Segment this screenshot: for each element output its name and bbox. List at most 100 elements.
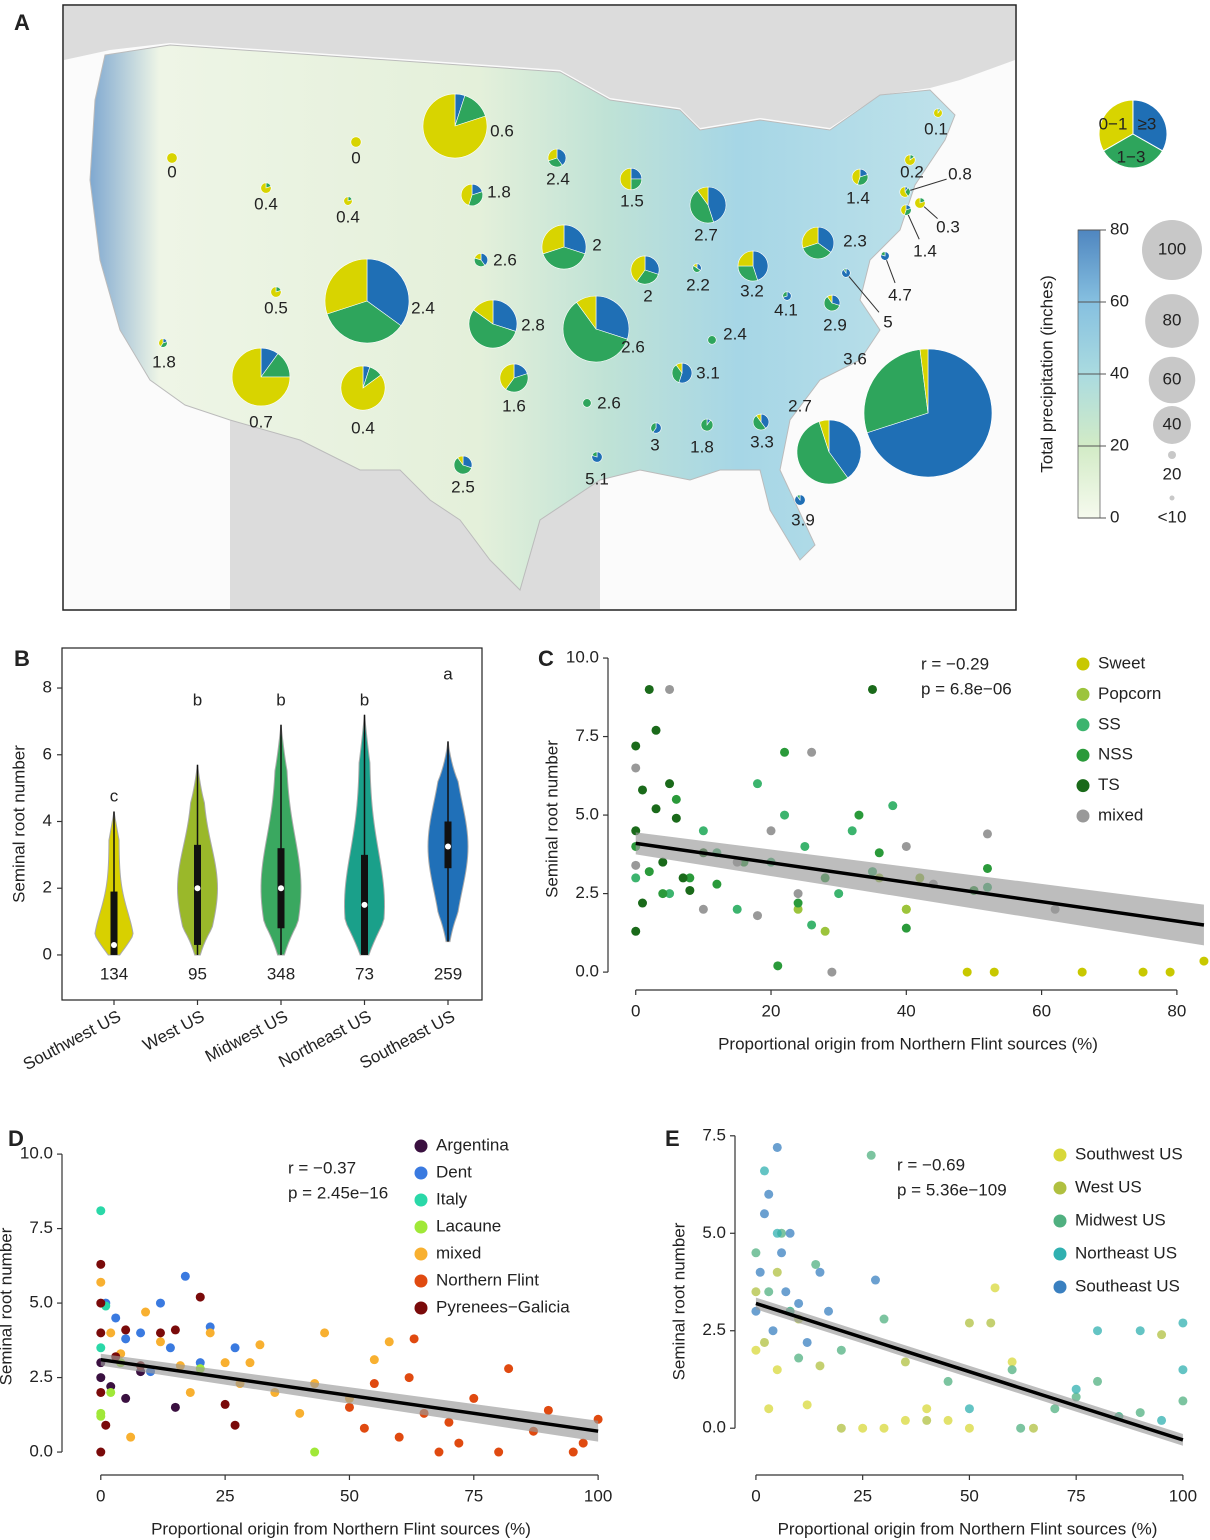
point: [901, 1416, 910, 1425]
point: [96, 1448, 105, 1457]
point: [712, 880, 721, 889]
y-axis-title: Seminal root number: [0, 1227, 15, 1385]
point: [769, 1326, 778, 1335]
n-label: 134: [100, 964, 128, 983]
point: [1166, 968, 1175, 977]
median: [445, 844, 451, 850]
point: [96, 1260, 105, 1269]
point: [405, 1373, 414, 1382]
point: [171, 1325, 180, 1334]
pie-label: 3.3: [750, 432, 774, 451]
point: [811, 1260, 820, 1269]
legend-marker: [1077, 749, 1090, 762]
size-legend-label: 60: [1163, 369, 1182, 388]
x-tick-label: West US: [140, 1007, 208, 1055]
x-tick-label: 100: [584, 1486, 612, 1505]
point: [773, 961, 782, 970]
point: [944, 1377, 953, 1386]
pie-label: 1.4: [913, 241, 937, 260]
point: [652, 726, 661, 735]
point: [983, 864, 992, 873]
legend-pie-label: 1−3: [1117, 147, 1146, 166]
point: [760, 1338, 769, 1347]
stat-text: p = 6.8e−06: [921, 679, 1012, 698]
pie-label: 4.1: [774, 300, 798, 319]
point: [1016, 1424, 1025, 1433]
legend-marker: [1054, 1281, 1067, 1294]
point: [370, 1355, 379, 1364]
y-tick-label: 5.0: [29, 1293, 53, 1312]
point: [965, 1404, 974, 1413]
point: [965, 1318, 974, 1327]
point: [1093, 1377, 1102, 1386]
point: [868, 685, 877, 694]
point: [1008, 1365, 1017, 1374]
point: [902, 842, 911, 851]
size-legend-label: <10: [1158, 507, 1187, 526]
point: [983, 829, 992, 838]
colorbar-tick-label: 20: [1110, 435, 1129, 454]
stat-text: p = 5.36e−109: [897, 1180, 1007, 1199]
point: [1136, 1326, 1145, 1335]
point: [803, 1400, 812, 1409]
point: [652, 804, 661, 813]
legend-label: Midwest US: [1075, 1210, 1166, 1229]
point: [631, 741, 640, 750]
pie-label: 2.3: [843, 231, 867, 250]
pie-label: 1.8: [487, 182, 511, 201]
pie-label: 0.8: [948, 164, 972, 183]
y-axis-title: Seminal root number: [542, 740, 561, 898]
point: [320, 1328, 329, 1337]
confidence-band: [636, 832, 1204, 945]
point: [773, 1229, 782, 1238]
map-panel: [63, 5, 1016, 610]
point: [780, 748, 789, 757]
pie-label: 4.7: [888, 285, 912, 304]
point: [699, 826, 708, 835]
n-label: 348: [267, 964, 295, 983]
point: [1178, 1318, 1187, 1327]
pie-label: 2.7: [788, 396, 812, 415]
pie-label: 2.6: [621, 337, 645, 356]
point: [794, 889, 803, 898]
point: [821, 927, 830, 936]
point: [837, 1346, 846, 1355]
point: [96, 1373, 105, 1382]
point: [803, 1338, 812, 1347]
pie-label: 0.7: [249, 412, 273, 431]
pie-label: 1.5: [620, 191, 644, 210]
point: [760, 1166, 769, 1175]
point: [990, 968, 999, 977]
colorbar-tick-label: 40: [1110, 363, 1129, 382]
point: [345, 1403, 354, 1412]
point: [685, 886, 694, 895]
legend-label: Dent: [436, 1162, 472, 1181]
point: [764, 1190, 773, 1199]
point: [733, 905, 742, 914]
point: [867, 1151, 876, 1160]
pie-label: 3.6: [843, 349, 867, 368]
point: [469, 1394, 478, 1403]
point: [902, 924, 911, 933]
legend-marker: [415, 1248, 428, 1261]
point: [854, 811, 863, 820]
pie-label: 2.7: [694, 225, 718, 244]
point: [786, 1229, 795, 1238]
size-legend-label: 80: [1163, 310, 1182, 329]
point: [221, 1358, 230, 1367]
point: [1029, 1424, 1038, 1433]
point: [1093, 1326, 1102, 1335]
x-tick-label: 25: [216, 1486, 235, 1505]
x-tick-label: 75: [464, 1486, 483, 1505]
point: [579, 1439, 588, 1448]
regression-line: [101, 1360, 598, 1432]
legend-marker: [415, 1302, 428, 1315]
pie-label: 0.6: [490, 121, 514, 140]
point: [255, 1340, 264, 1349]
legend-label: Northeast US: [1075, 1243, 1177, 1262]
y-axis-title: Seminal root number: [9, 745, 28, 903]
point: [1139, 968, 1148, 977]
point: [815, 1268, 824, 1277]
point: [781, 1287, 790, 1296]
point: [156, 1299, 165, 1308]
